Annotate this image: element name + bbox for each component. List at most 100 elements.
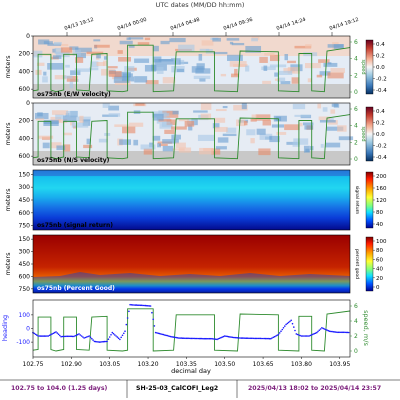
heading-point	[253, 337, 255, 340]
heading-point	[273, 335, 276, 338]
footer-range-label: 102.75 to 104.0 (1.25 days)	[11, 385, 108, 392]
velocity-blotch	[256, 128, 266, 135]
heading-point	[323, 328, 326, 330]
heading-point	[84, 336, 87, 339]
velocity-blotch	[319, 120, 336, 123]
velocity-blotch	[35, 118, 45, 121]
velocity-blotch	[293, 138, 309, 145]
heading-point	[313, 332, 316, 335]
heading-point	[172, 336, 175, 338]
velocity-blotch	[70, 70, 81, 76]
heading-points	[32, 303, 350, 343]
heading-point	[240, 337, 243, 339]
heading-point	[268, 337, 271, 340]
velocity-blotch	[90, 61, 99, 67]
signal-colorbar-label: signal return	[354, 186, 360, 215]
heading-point	[305, 335, 308, 337]
heading-point	[263, 337, 266, 340]
velocity-blotch	[66, 76, 78, 82]
velocity-blotch	[292, 103, 306, 110]
velocity-blotch	[303, 145, 310, 153]
velocity-blotch	[259, 56, 268, 63]
heading-point	[264, 337, 267, 340]
velocity-blotch	[71, 122, 89, 128]
velocity-blotch	[251, 38, 258, 42]
velocity-blotch	[50, 116, 61, 122]
velocity-blotch	[261, 66, 276, 71]
velocity-blotch	[215, 109, 227, 112]
velocity-blotch	[102, 60, 108, 66]
heading-point	[207, 337, 209, 340]
x-tick-label: 102.75	[23, 361, 44, 368]
heading-point	[262, 337, 264, 340]
velocity-blotch	[303, 52, 318, 57]
heading-point	[286, 322, 289, 325]
velocity-blotch	[60, 47, 73, 53]
velocity-blotch	[222, 133, 237, 137]
heading-point	[227, 335, 230, 338]
percent-good-ylabel: meters	[4, 252, 12, 276]
velocity-blotch	[277, 77, 286, 82]
heading-point	[151, 311, 153, 314]
heading-point	[342, 331, 345, 334]
heading-point	[157, 332, 160, 335]
ns-yaxis: 0 200 400 600	[19, 100, 33, 160]
velocity-blotch	[124, 66, 135, 72]
velocity-blotch	[278, 70, 293, 75]
heading-point	[38, 335, 41, 337]
velocity-blotch	[134, 76, 148, 83]
velocity-blotch	[171, 126, 187, 130]
heading-point	[57, 333, 60, 336]
heading-point	[183, 337, 185, 340]
velocity-blotch	[231, 73, 240, 78]
signal-ylabel: meters	[4, 188, 12, 212]
date-tick-label: 04/14 19:12	[329, 17, 360, 32]
heading-point	[258, 337, 261, 340]
velocity-blotch	[86, 51, 104, 55]
heading-point	[238, 337, 240, 339]
velocity-blotch	[54, 75, 67, 80]
colorbar-tick-label: -0.2	[376, 77, 387, 83]
heading-point	[123, 332, 125, 335]
velocity-blotch	[245, 45, 262, 53]
colorbar-tick-label: 0.2	[376, 54, 385, 60]
heading-point	[48, 334, 51, 337]
heading-point	[281, 328, 284, 331]
velocity-blotch	[234, 68, 238, 76]
velocity-blotch	[160, 40, 170, 45]
velocity-blotch	[229, 61, 247, 67]
heading-point	[252, 337, 254, 340]
velocity-blotch	[259, 133, 273, 140]
heading-point	[106, 340, 108, 343]
heading-point	[267, 337, 270, 340]
heading-point	[45, 335, 47, 337]
ew-colorbar	[365, 39, 374, 95]
heading-point	[328, 330, 331, 333]
velocity-blotch	[159, 143, 168, 147]
heading-point	[340, 331, 342, 334]
xlabel-decimal-day: decimal day	[171, 367, 211, 375]
percent-good-field	[33, 235, 350, 293]
velocity-blotch	[330, 68, 345, 74]
heading-point	[102, 340, 105, 343]
heading-point	[193, 337, 195, 340]
percent-good-colorbar-ticks: 100 80 60 40 20 0	[373, 239, 387, 291]
footer-cruise-label: SH-25-03_CalCOFI_Leg2	[136, 385, 219, 392]
heading-point	[125, 323, 128, 326]
heading-point	[316, 331, 318, 334]
velocity-blotch	[327, 62, 332, 65]
velocity-blotch	[233, 104, 248, 111]
colorbar-tick-label: -0.4	[376, 88, 387, 94]
velocity-blotch	[316, 74, 323, 78]
velocity-blotch	[166, 119, 177, 126]
velocity-blotch	[317, 103, 322, 109]
velocity-blotch	[113, 76, 130, 83]
heading-point	[296, 333, 299, 336]
y-tick-label: 200	[19, 118, 31, 125]
heading-point	[335, 331, 337, 333]
velocity-blotch	[294, 45, 312, 49]
date-tick-label: 04/14 00:00	[117, 17, 148, 32]
velocity-blotch	[129, 122, 144, 127]
velocity-blotch	[276, 131, 287, 135]
